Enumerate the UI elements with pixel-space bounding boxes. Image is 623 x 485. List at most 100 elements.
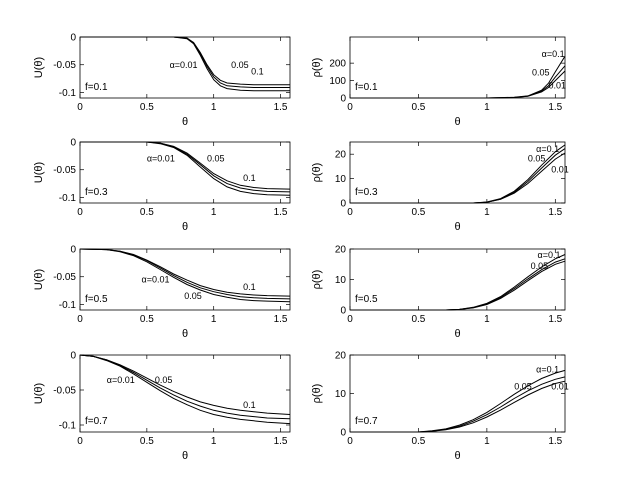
y-axis-label: U(θ) [33,57,45,78]
y-tick-label: 0 [70,138,76,149]
y-tick-label: 0 [340,428,346,439]
series-line-2 [350,376,566,433]
x-tick-label: 1.5 [274,102,288,113]
y-axis-label: U(θ) [33,269,45,290]
series-label: α=0.1 [542,49,565,59]
panel-annotation: f=0.7 [85,416,108,427]
x-tick-label: 1 [484,207,490,218]
y-tick-label: -0.1 [59,421,77,432]
x-tick-label: 0.5 [411,102,425,113]
panel-annotation: f=0.3 [85,187,108,198]
y-tick-label: 0 [70,351,76,362]
x-axis-label: θ [454,221,460,233]
x-tick-label: 1.5 [274,436,288,447]
x-axis-label: θ [182,221,188,233]
x-axis-label: θ [454,116,460,128]
y-tick-label: -0.05 [53,60,76,71]
x-tick-label: 1 [211,314,217,325]
y-tick-label: -0.1 [59,88,77,99]
series-line-2 [80,141,291,193]
x-tick-label: 1 [211,436,217,447]
x-tick-label: 1 [484,102,490,113]
x-tick-label: 0 [77,314,83,325]
plot-frame [349,248,566,311]
x-tick-label: 0.5 [140,207,154,218]
series-line-3 [80,141,291,196]
y-tick-label: 10 [335,389,347,400]
x-tick-label: 0.5 [140,436,154,447]
y-tick-label: 10 [335,174,347,185]
plot-frame [79,248,291,311]
series-label: α=0.1 [538,250,561,260]
y-axis-label: ρ(θ) [311,270,323,290]
series-label: α=0.01 [107,375,135,385]
panel-4: 0 0.5 1 1.5 0 10 20 θ ρ(θ) f=0.3 α=0.10.05 0.01 [311,141,569,233]
y-tick-label: 20 [335,150,347,161]
y-tick-label: 10 [335,275,347,286]
series-label: α=0.1 [536,364,559,374]
y-axis-label: ρ(θ) [311,58,323,78]
series-line-3 [79,248,291,303]
panel-7: 0 0.5 1 1.5 0 -0.05 -0.1 θ U(θ) f=0.7 α=0.01 0.05 0.… [33,351,291,462]
x-tick-label: 1 [484,314,490,325]
series-line-3 [80,36,290,92]
series-line-3 [79,354,291,425]
series-label: 0.01 [551,165,569,175]
x-axis-label: θ [454,328,460,340]
series-label: 0.01 [548,80,566,90]
y-tick-label: -0.05 [53,165,76,176]
y-tick-label: 200 [329,59,346,70]
x-tick-label: 1.5 [274,207,288,218]
x-tick-label: 0 [347,314,353,325]
series-label: α=0.01 [170,60,198,70]
y-axis-label: ρ(θ) [311,384,323,404]
y-axis-label: U(θ) [33,162,45,183]
series-label: α=0.01 [147,153,175,163]
series-line-3 [350,55,566,99]
series-line-2 [79,248,291,300]
x-tick-label: 0 [347,102,353,113]
y-axis-label: U(θ) [33,383,45,404]
plot-frame [79,354,291,433]
x-tick-label: 0 [347,436,353,447]
panel-annotation: f=0.1 [85,82,108,93]
panel-annotation: f=0.7 [355,416,378,427]
y-tick-label: 0 [340,306,346,317]
series-label: 0.05 [155,375,173,385]
y-tick-label: -0.1 [59,300,77,311]
series-line-2 [79,354,291,420]
plot-frame [79,141,291,204]
series-label: 0.1 [243,282,256,292]
series-label: α=0.01 [141,274,169,284]
plot-frame [349,354,566,433]
panel-annotation: f=0.5 [355,294,378,305]
panel-3: 0 0.5 1 1.5 0 -0.05 -0.1 θ U(θ) f=0.3 α=0.01 0.05 0.… [33,138,291,233]
series-line-1 [80,141,291,190]
x-tick-label: 0.5 [140,314,154,325]
series-line-1 [79,248,291,297]
x-tick-label: 1.5 [548,207,562,218]
x-tick-label: 0.5 [140,102,154,113]
series-label: 0.05 [231,60,249,70]
series-line-3 [350,144,566,204]
plot-frame [79,36,291,99]
x-tick-label: 0 [77,207,83,218]
y-tick-label: -0.05 [53,272,76,283]
panel-5: 0 0.5 1 1.5 0 -0.05 -0.1 θ U(θ) f=0.5 α=0.01 0.05 0.… [33,245,291,340]
x-axis-label: θ [454,450,460,462]
series-label: 0.05 [207,153,225,163]
y-tick-label: 20 [335,245,347,256]
y-axis-label: ρ(θ) [311,163,323,183]
series-label: 0.1 [251,67,264,77]
panel-6: 0 0.5 1 1.5 0 10 20 θ ρ(θ) f=0.5 α=0.10.05 [311,245,566,340]
panel-annotation: f=0.5 [85,294,108,305]
panel-1: 0 0.5 1 1.5 0 -0.05 -0.1 θ U(θ) f=0.1 α=0.01 0.050.… [33,33,291,128]
series-label: 0.01 [551,382,569,392]
y-tick-label: 100 [329,76,346,87]
y-tick-label: 0 [340,94,346,105]
x-tick-label: 1 [211,207,217,218]
x-tick-label: 0 [77,102,83,113]
x-tick-label: 0 [347,207,353,218]
series-label: 0.1 [243,400,256,410]
series-label: 0.05 [514,382,532,392]
